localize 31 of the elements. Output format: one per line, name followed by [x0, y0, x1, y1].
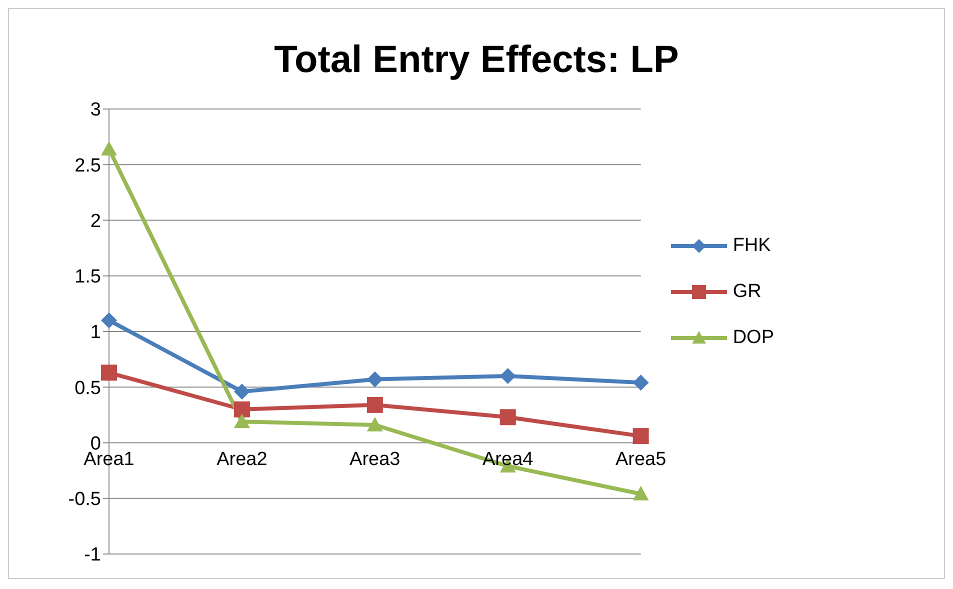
y-tick-label: 3 [90, 100, 101, 121]
legend-label: GR [732, 280, 762, 302]
legend-label: FHK [732, 234, 771, 256]
point [101, 141, 117, 156]
point [500, 409, 516, 426]
y-tick-label: 0.5 [74, 378, 101, 399]
y-tick-label: -0.5 [68, 489, 101, 510]
point [366, 396, 383, 413]
point [500, 368, 516, 384]
y-tick-label: 2.5 [74, 155, 101, 176]
point [101, 364, 117, 381]
chart-title: Total Entry Effects: LP [273, 39, 680, 82]
point [234, 414, 250, 428]
y-tick-label: 2 [90, 210, 101, 232]
y-tick-label: 1.5 [74, 266, 101, 288]
x-tick-label: Area3 [350, 448, 400, 470]
point [234, 401, 250, 418]
point [366, 416, 383, 432]
point [234, 384, 250, 400]
point [632, 486, 649, 500]
x-tick-label: Area1 [84, 448, 134, 470]
y-tick-label: 1 [90, 322, 101, 344]
x-tick-label: Area4 [482, 448, 534, 470]
point [632, 428, 649, 444]
point [632, 374, 649, 391]
x-tick-label: Area2 [216, 448, 268, 470]
legend-label: DOP [732, 326, 774, 348]
point [366, 371, 383, 388]
x-tick-label: Area5 [615, 448, 666, 470]
point [101, 312, 117, 328]
y-tick-label: -1 [84, 544, 101, 566]
